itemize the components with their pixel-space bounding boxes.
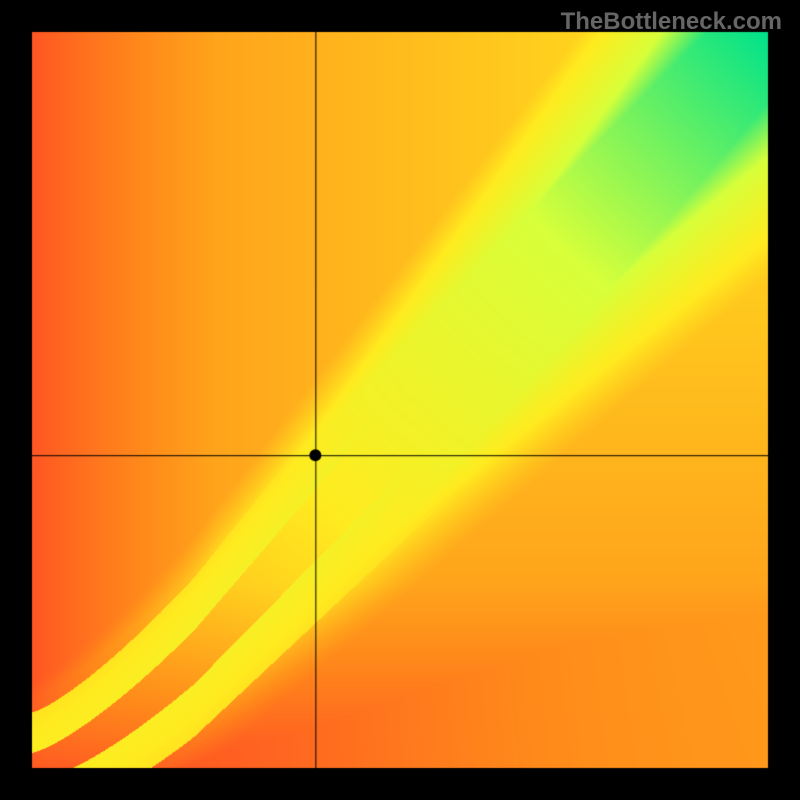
bottleneck-heatmap <box>0 0 800 800</box>
watermark-text: TheBottleneck.com <box>561 8 782 36</box>
chart-container: TheBottleneck.com <box>0 0 800 800</box>
